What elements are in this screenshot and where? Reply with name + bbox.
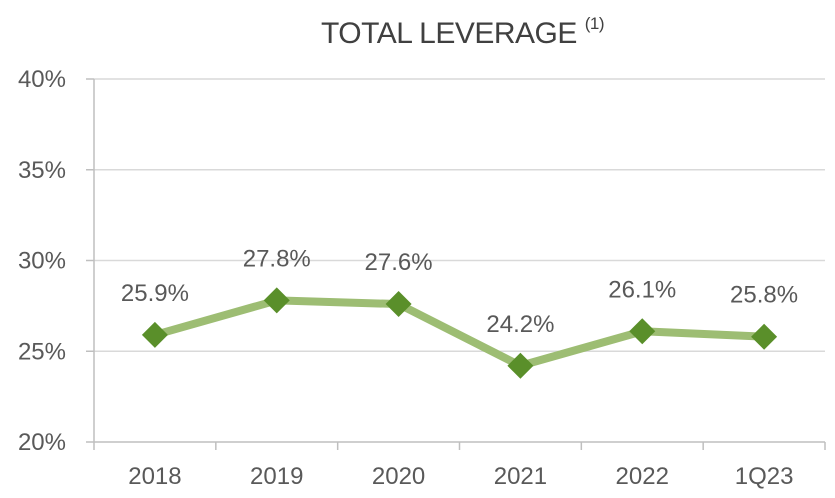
x-axis-tick-labels: 2018 2019 2020 2021 2022 1Q23 bbox=[128, 463, 793, 490]
y-tick-label: 40% bbox=[18, 66, 66, 93]
x-tick-label: 2022 bbox=[616, 463, 669, 490]
data-point-marker bbox=[751, 323, 778, 350]
data-point-marker bbox=[629, 318, 656, 345]
gridlines bbox=[94, 78, 825, 352]
y-axis-tick-labels: 20% 25% 30% 35% 40% bbox=[18, 66, 66, 456]
data-point-marker bbox=[385, 291, 412, 318]
series bbox=[141, 287, 778, 379]
x-tick-label: 2018 bbox=[128, 463, 181, 490]
series-line bbox=[150, 296, 769, 370]
data-label: 26.1% bbox=[608, 276, 676, 303]
x-tick-label: 2020 bbox=[372, 463, 425, 490]
chart-title-text: TOTAL LEVERAGE bbox=[321, 17, 577, 50]
data-label: 24.2% bbox=[486, 311, 554, 338]
data-label: 25.8% bbox=[730, 282, 798, 309]
chart-title-footnote: (1) bbox=[584, 14, 605, 33]
y-tick-label: 20% bbox=[18, 429, 66, 456]
data-label: 27.8% bbox=[243, 245, 311, 272]
x-tick-label: 2021 bbox=[494, 463, 547, 490]
y-tick-label: 35% bbox=[18, 157, 66, 184]
chart-title: TOTAL LEVERAGE (1) bbox=[0, 14, 835, 51]
data-point-marker bbox=[507, 352, 534, 379]
data-label: 27.6% bbox=[365, 249, 433, 276]
data-point-marker bbox=[141, 321, 168, 348]
y-tick-label: 30% bbox=[18, 248, 66, 275]
x-tick-label: 2019 bbox=[250, 463, 303, 490]
data-point-marker bbox=[263, 287, 290, 314]
y-tick-label: 25% bbox=[18, 338, 66, 365]
x-tick-label: 1Q23 bbox=[735, 463, 794, 490]
data-label: 25.9% bbox=[121, 280, 189, 307]
data-labels: 25.9% 27.8% 27.6% 24.2% 26.1% 25.8% bbox=[121, 245, 798, 337]
axes bbox=[86, 78, 826, 450]
